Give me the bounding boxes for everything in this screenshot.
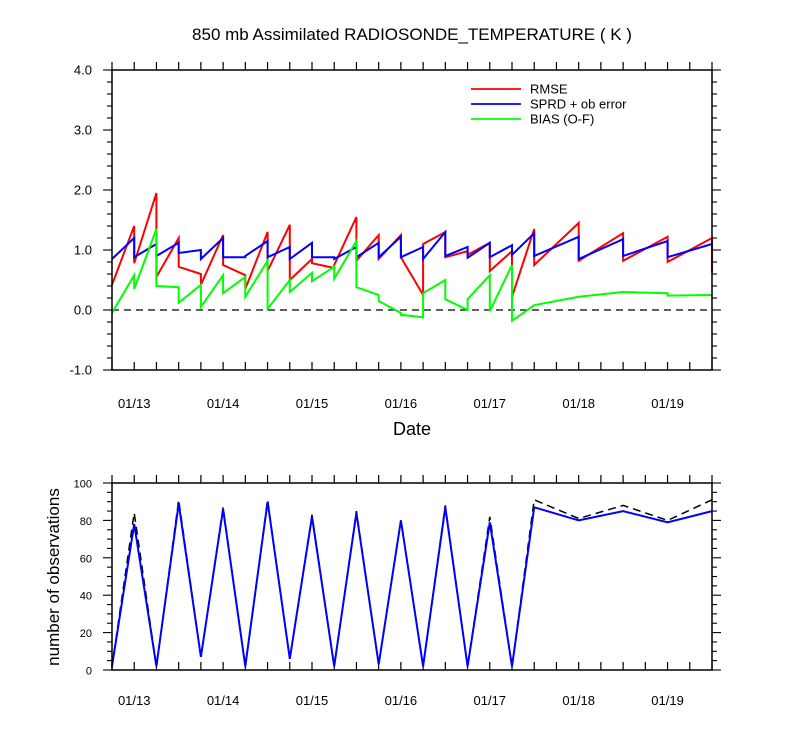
y-axis-label: number of observations	[44, 488, 63, 666]
y-tick-label: 4.0	[74, 63, 92, 78]
rmse-chart: 850 mb Assimilated RADIOSONDE_TEMPERATUR…	[70, 25, 721, 439]
x-tick-label: 01/18	[562, 396, 595, 411]
y-tick-label: 2.0	[74, 183, 92, 198]
observation-count-chart: number of observations 01/13 01/14 01/15 01…	[44, 475, 721, 708]
top-axis-ticks: 01/13 01/14 01/15 01/16 01/17 01/18 01/19 -1.0 0…	[70, 62, 721, 411]
y-tick-label: 0	[86, 666, 92, 678]
y-tick-label: 40	[80, 591, 92, 603]
y-tick-label: 100	[74, 479, 92, 491]
x-tick-label: 01/16	[385, 693, 418, 708]
x-tick-label: 01/16	[385, 396, 418, 411]
series-line-assimilated-observations	[111, 501, 713, 667]
x-tick-label: 01/18	[562, 693, 595, 708]
x-tick-label: 01/15	[296, 693, 329, 708]
x-tick-label: 01/17	[474, 693, 507, 708]
y-tick-label: 80	[80, 516, 92, 528]
x-tick-label: 01/17	[474, 396, 507, 411]
top-series-lines	[111, 192, 713, 323]
series-line-rmse	[111, 192, 713, 299]
bottom-series-lines	[111, 498, 713, 667]
y-tick-label: 60	[80, 553, 92, 565]
legend-label: RMSE	[530, 82, 568, 97]
y-tick-label: 0.0	[74, 303, 92, 318]
x-tick-label: 01/13	[118, 396, 151, 411]
y-tick-label: 1.0	[74, 243, 92, 258]
series-line-bias-o-f	[111, 228, 713, 323]
y-tick-label: 20	[80, 628, 92, 640]
chart-title: 850 mb Assimilated RADIOSONDE_TEMPERATUR…	[192, 25, 632, 44]
x-tick-label: 01/19	[651, 693, 684, 708]
x-tick-label: 01/19	[651, 396, 684, 411]
y-tick-label: 3.0	[74, 123, 92, 138]
x-tick-label: 01/15	[296, 396, 329, 411]
x-tick-label: 01/14	[207, 693, 240, 708]
bottom-plot-frame	[111, 482, 713, 671]
x-axis-label: Date	[393, 419, 431, 439]
top-plot-frame	[111, 69, 713, 371]
x-tick-label: 01/14	[207, 396, 240, 411]
y-tick-label: -1.0	[70, 363, 92, 378]
legend-label: SPRD + ob error	[530, 97, 627, 112]
x-tick-label: 01/13	[118, 693, 151, 708]
series-line-sprd-ob-error	[111, 229, 713, 262]
legend-label: BIAS (O-F)	[530, 112, 594, 127]
